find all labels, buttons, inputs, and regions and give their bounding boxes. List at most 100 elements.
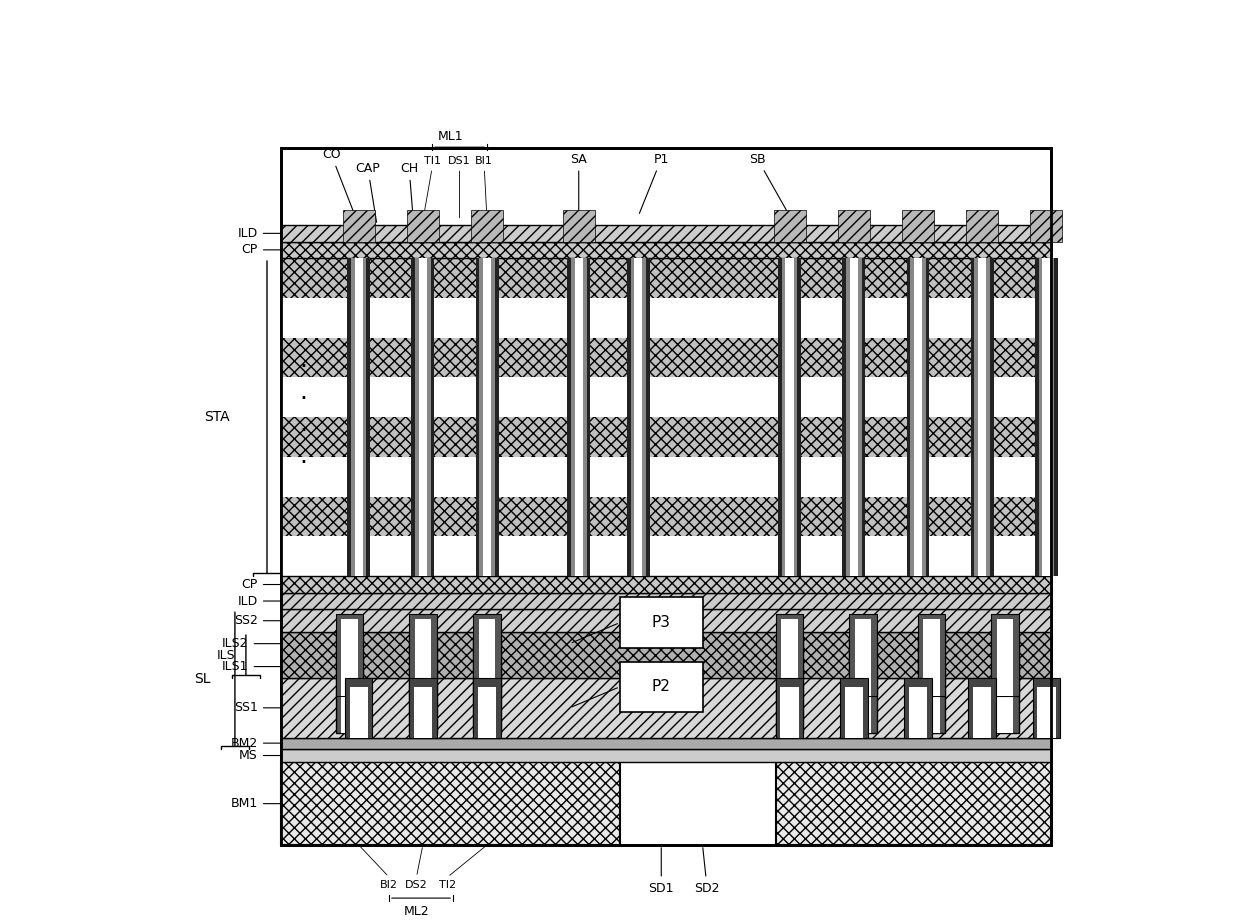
- Bar: [474, 614, 501, 696]
- Bar: [280, 738, 1052, 749]
- Text: DS2: DS2: [405, 880, 428, 890]
- Bar: [924, 643, 940, 733]
- Bar: [914, 258, 923, 576]
- Bar: [854, 620, 872, 696]
- Text: BI2: BI2: [379, 880, 398, 890]
- Bar: [781, 620, 797, 696]
- Bar: [924, 620, 940, 696]
- Bar: [415, 258, 419, 576]
- Bar: [342, 209, 374, 242]
- Text: ILS1: ILS1: [222, 660, 283, 673]
- Bar: [785, 258, 794, 576]
- Bar: [280, 497, 1052, 537]
- Bar: [780, 687, 799, 738]
- Bar: [794, 258, 797, 576]
- Text: CAP: CAP: [356, 161, 381, 222]
- Bar: [909, 687, 928, 738]
- Bar: [774, 209, 806, 242]
- Text: STA: STA: [203, 410, 229, 424]
- Bar: [280, 242, 1052, 258]
- Bar: [409, 637, 436, 733]
- Bar: [1037, 687, 1055, 738]
- Bar: [474, 678, 501, 738]
- Bar: [839, 678, 868, 738]
- Bar: [491, 258, 495, 576]
- Bar: [1030, 209, 1063, 242]
- Bar: [973, 687, 991, 738]
- Bar: [620, 662, 703, 712]
- Text: SA: SA: [570, 152, 587, 213]
- Bar: [849, 614, 877, 696]
- Text: P1: P1: [640, 152, 668, 213]
- Bar: [280, 576, 1052, 593]
- Text: ML1: ML1: [438, 130, 464, 143]
- Bar: [280, 609, 1052, 632]
- Text: P2: P2: [652, 680, 671, 694]
- Bar: [901, 209, 934, 242]
- Text: ILD: ILD: [238, 227, 283, 240]
- Bar: [997, 620, 1013, 696]
- Bar: [782, 258, 785, 576]
- Bar: [280, 298, 1052, 337]
- Bar: [968, 678, 996, 738]
- Bar: [414, 620, 432, 696]
- Text: CO: CO: [322, 148, 357, 222]
- Bar: [849, 258, 858, 576]
- Text: SD1: SD1: [649, 847, 675, 894]
- Text: BM2: BM2: [231, 737, 283, 750]
- Bar: [477, 687, 496, 738]
- Text: ·: ·: [300, 355, 308, 379]
- Bar: [1035, 258, 1039, 576]
- Bar: [631, 258, 634, 576]
- Bar: [776, 762, 1052, 845]
- Bar: [280, 457, 1052, 497]
- Bar: [926, 258, 930, 576]
- Bar: [1054, 258, 1058, 576]
- Bar: [910, 258, 914, 576]
- Bar: [414, 687, 432, 738]
- Bar: [1039, 258, 1042, 576]
- Bar: [409, 678, 436, 738]
- Bar: [280, 632, 1052, 678]
- Bar: [350, 687, 368, 738]
- Bar: [966, 209, 998, 242]
- Bar: [849, 637, 877, 733]
- Text: SL: SL: [195, 672, 211, 686]
- Bar: [427, 258, 430, 576]
- Text: BI1: BI1: [475, 156, 494, 166]
- Bar: [776, 678, 804, 738]
- Bar: [280, 377, 1052, 417]
- Bar: [862, 258, 866, 576]
- Text: ILS: ILS: [217, 648, 236, 662]
- Bar: [776, 614, 804, 696]
- Bar: [574, 258, 583, 576]
- Bar: [409, 614, 436, 696]
- Bar: [587, 258, 590, 576]
- Bar: [363, 258, 367, 576]
- Bar: [646, 258, 650, 576]
- Bar: [474, 637, 501, 733]
- Bar: [971, 258, 975, 576]
- Bar: [563, 209, 595, 242]
- Bar: [1050, 258, 1054, 576]
- Bar: [347, 258, 351, 576]
- Bar: [854, 643, 872, 733]
- Text: SD2: SD2: [694, 847, 720, 894]
- Bar: [280, 762, 620, 845]
- Bar: [634, 258, 642, 576]
- Text: TI1: TI1: [424, 156, 440, 166]
- Text: CP: CP: [242, 243, 283, 256]
- Text: ·: ·: [300, 419, 308, 443]
- Text: SS1: SS1: [234, 702, 283, 715]
- Bar: [990, 258, 993, 576]
- Bar: [280, 148, 1052, 845]
- Bar: [280, 749, 1052, 762]
- Bar: [906, 258, 910, 576]
- Bar: [918, 614, 945, 696]
- Bar: [642, 258, 646, 576]
- Text: ML2: ML2: [404, 904, 429, 917]
- Bar: [904, 678, 931, 738]
- Text: P3: P3: [652, 615, 671, 630]
- Bar: [620, 597, 703, 648]
- Bar: [1042, 258, 1050, 576]
